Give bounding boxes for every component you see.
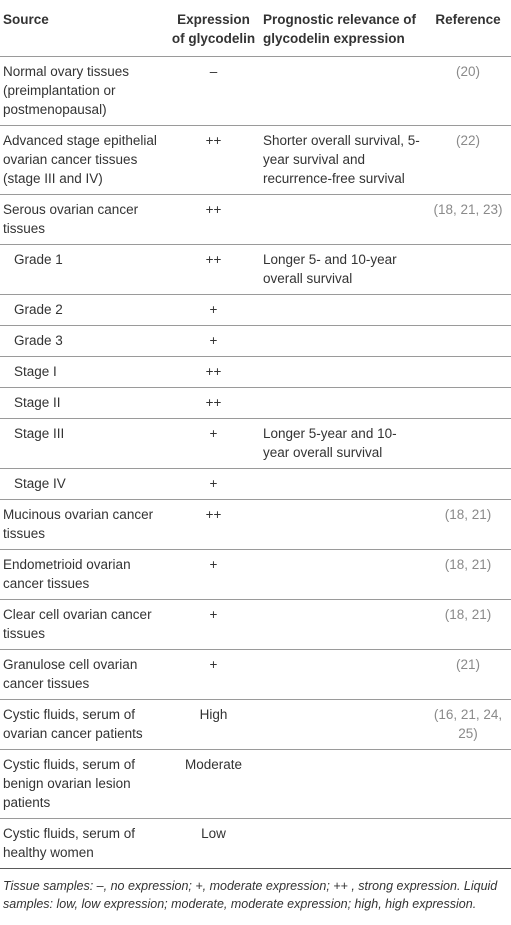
cell-reference: [425, 387, 511, 419]
cell-source: Cystic fluids, serum of healthy women: [0, 818, 167, 869]
table-row: Cystic fluids, serum of healthy women Low: [0, 818, 511, 869]
cell-prognostic: [260, 387, 425, 419]
table-row: Normal ovary tissues (preimplantation or…: [0, 56, 511, 126]
header-prognostic: Prognostic relevance of glycodelin expre…: [260, 0, 425, 57]
table-row: Grade 3 +: [0, 325, 511, 357]
cell-prognostic: [260, 649, 425, 700]
cell-source: Cystic fluids, serum of benign ovarian l…: [0, 749, 167, 819]
table-row: Cystic fluids, serum of benign ovarian l…: [0, 749, 511, 819]
cell-prognostic: [260, 549, 425, 600]
cell-source: Grade 2: [0, 294, 167, 326]
cell-prognostic: [260, 499, 425, 550]
cell-reference: (18, 21, 23): [425, 194, 511, 245]
cell-source: Granulose cell ovarian cancer tissues: [0, 649, 167, 700]
table-header: Source Expression of glycodelin Prognost…: [0, 0, 511, 57]
cell-source: Stage I: [0, 356, 167, 388]
table-row: Clear cell ovarian cancer tissues + (18, 2…: [0, 599, 511, 650]
cell-reference: (18, 21): [425, 599, 511, 650]
table-row: Advanced stage epithelial ovarian cancer…: [0, 125, 511, 195]
glycodelin-table: Source Expression of glycodelin Prognost…: [0, 0, 511, 869]
cell-prognostic: Longer 5-year and 10-year overall surviv…: [260, 418, 425, 469]
cell-prognostic: [260, 599, 425, 650]
header-reference: Reference: [425, 0, 511, 57]
cell-expression: ++: [167, 194, 260, 245]
cell-reference: [425, 356, 511, 388]
cell-source: Endometrioid ovarian cancer tissues: [0, 549, 167, 600]
table-row: Grade 1 ++ Longer 5- and 10-year overall s…: [0, 244, 511, 295]
header-expression: Expression of glycodelin: [167, 0, 260, 57]
cell-reference: [425, 818, 511, 869]
cell-prognostic: Shorter overall survival, 5-year surviva…: [260, 125, 425, 195]
table-row: Granulose cell ovarian cancer tissues + (2…: [0, 649, 511, 700]
cell-reference: (18, 21): [425, 549, 511, 600]
cell-source: Normal ovary tissues (preimplantation or…: [0, 56, 167, 126]
cell-expression: +: [167, 649, 260, 700]
table-body: Normal ovary tissues (preimplantation or…: [0, 56, 511, 869]
cell-prognostic: [260, 56, 425, 126]
cell-reference: [425, 294, 511, 326]
cell-expression: ++: [167, 499, 260, 550]
cell-source: Serous ovarian cancer tissues: [0, 194, 167, 245]
cell-reference: (21): [425, 649, 511, 700]
table-row: Mucinous ovarian cancer tissues ++ (18, 21…: [0, 499, 511, 550]
cell-reference: (20): [425, 56, 511, 126]
table-row: Endometrioid ovarian cancer tissues + (18,…: [0, 549, 511, 600]
table-row: Stage III + Longer 5-year and 10-year over…: [0, 418, 511, 469]
cell-expression: Low: [167, 818, 260, 869]
cell-source: Stage IV: [0, 468, 167, 500]
cell-expression: ++: [167, 387, 260, 419]
cell-reference: [425, 325, 511, 357]
cell-expression: +: [167, 468, 260, 500]
cell-expression: +: [167, 325, 260, 357]
cell-prognostic: [260, 699, 425, 750]
table-row: Cystic fluids, serum of ovarian cancer p…: [0, 699, 511, 750]
header-source: Source: [0, 0, 167, 57]
cell-expression: +: [167, 418, 260, 469]
cell-prognostic: [260, 194, 425, 245]
cell-expression: Moderate: [167, 749, 260, 819]
cell-prognostic: Longer 5- and 10-year overall survival: [260, 244, 425, 295]
cell-source: Grade 1: [0, 244, 167, 295]
cell-expression: ++: [167, 125, 260, 195]
cell-expression: ++: [167, 356, 260, 388]
cell-source: Mucinous ovarian cancer tissues: [0, 499, 167, 550]
table-footnote: Tissue samples: –, no expression; +, mod…: [3, 879, 498, 911]
cell-prognostic: [260, 356, 425, 388]
cell-prognostic: [260, 749, 425, 819]
cell-reference: [425, 244, 511, 295]
table-row: Stage II ++: [0, 387, 511, 419]
cell-expression: –: [167, 56, 260, 126]
cell-expression: +: [167, 294, 260, 326]
table-row: Grade 2 +: [0, 294, 511, 326]
cell-expression: ++: [167, 244, 260, 295]
cell-reference: [425, 418, 511, 469]
cell-source: Stage III: [0, 418, 167, 469]
cell-source: Clear cell ovarian cancer tissues: [0, 599, 167, 650]
cell-reference: (16, 21, 24, 25): [425, 699, 511, 750]
cell-prognostic: [260, 325, 425, 357]
cell-expression: High: [167, 699, 260, 750]
cell-reference: (18, 21): [425, 499, 511, 550]
cell-reference: [425, 749, 511, 819]
cell-expression: +: [167, 599, 260, 650]
cell-expression: +: [167, 549, 260, 600]
cell-source: Cystic fluids, serum of ovarian cancer p…: [0, 699, 167, 750]
cell-reference: (22): [425, 125, 511, 195]
cell-prognostic: [260, 468, 425, 500]
table-row: Stage IV +: [0, 468, 511, 500]
table-row: Stage I ++: [0, 356, 511, 388]
cell-prognostic: [260, 294, 425, 326]
cell-source: Stage II: [0, 387, 167, 419]
cell-source: Grade 3: [0, 325, 167, 357]
cell-source: Advanced stage epithelial ovarian cancer…: [0, 125, 167, 195]
cell-prognostic: [260, 818, 425, 869]
cell-reference: [425, 468, 511, 500]
table-row: Serous ovarian cancer tissues ++ (18, 21, …: [0, 194, 511, 245]
